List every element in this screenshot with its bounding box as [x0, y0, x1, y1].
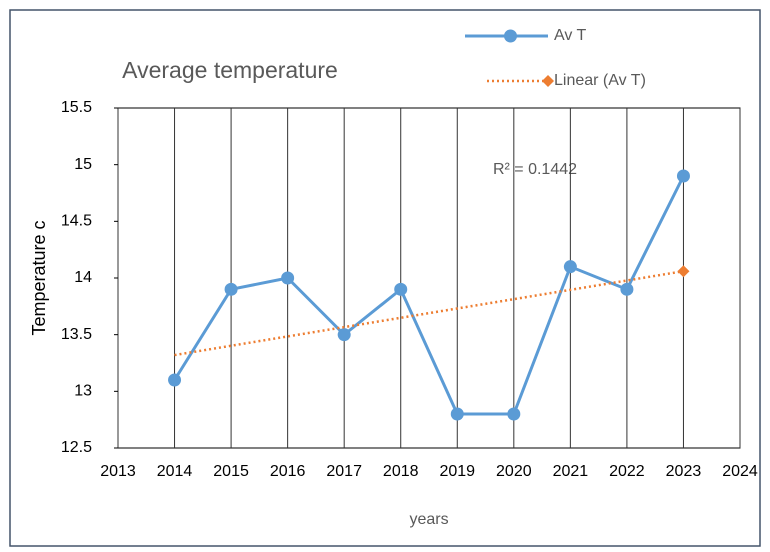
annotation: R² = 0.1442 [493, 161, 577, 178]
marker [563, 260, 577, 274]
x-tick-label: 2024 [722, 463, 758, 480]
y-tick-label: 13.5 [61, 326, 92, 343]
line [173, 175, 685, 416]
marker [620, 282, 634, 296]
x-tick-label: 2018 [383, 463, 419, 480]
marker [450, 407, 464, 421]
y-tick-label: 14 [74, 269, 92, 286]
y-tick-label: 15.5 [61, 99, 92, 116]
x-tick-label: 2022 [609, 463, 645, 480]
x-tick-label: 2021 [553, 463, 589, 480]
marker [168, 373, 182, 387]
marker [504, 29, 517, 43]
legend-label: Linear (Av T) [554, 72, 646, 89]
x-tick-label: 2013 [100, 463, 136, 480]
legend-label: Av T [554, 27, 587, 44]
x-tick-label: 2020 [496, 463, 532, 480]
marker [677, 265, 690, 278]
marker [542, 75, 554, 87]
y-tick-label: 13 [74, 383, 92, 400]
y-tick-label: 12.5 [61, 439, 92, 456]
marker [337, 328, 351, 342]
line [174, 269, 684, 357]
x-axis-label: years [409, 511, 448, 528]
x-tick-label: 2023 [666, 463, 702, 480]
marker [281, 271, 295, 285]
x-tick-label: 2017 [326, 463, 362, 480]
x-tick-label: 2019 [439, 463, 475, 480]
y-axis-label: Temperature c [29, 220, 49, 335]
marker [224, 282, 238, 296]
x-tick-label: 2016 [270, 463, 306, 480]
x-tick-label: 2014 [157, 463, 193, 480]
y-tick-label: 15 [74, 156, 92, 173]
marker [394, 282, 408, 296]
x-tick-label: 2015 [213, 463, 249, 480]
marker [507, 407, 521, 421]
y-tick-label: 14.5 [61, 213, 92, 230]
chart-title: Average temperature [122, 57, 338, 83]
marker [676, 169, 690, 183]
